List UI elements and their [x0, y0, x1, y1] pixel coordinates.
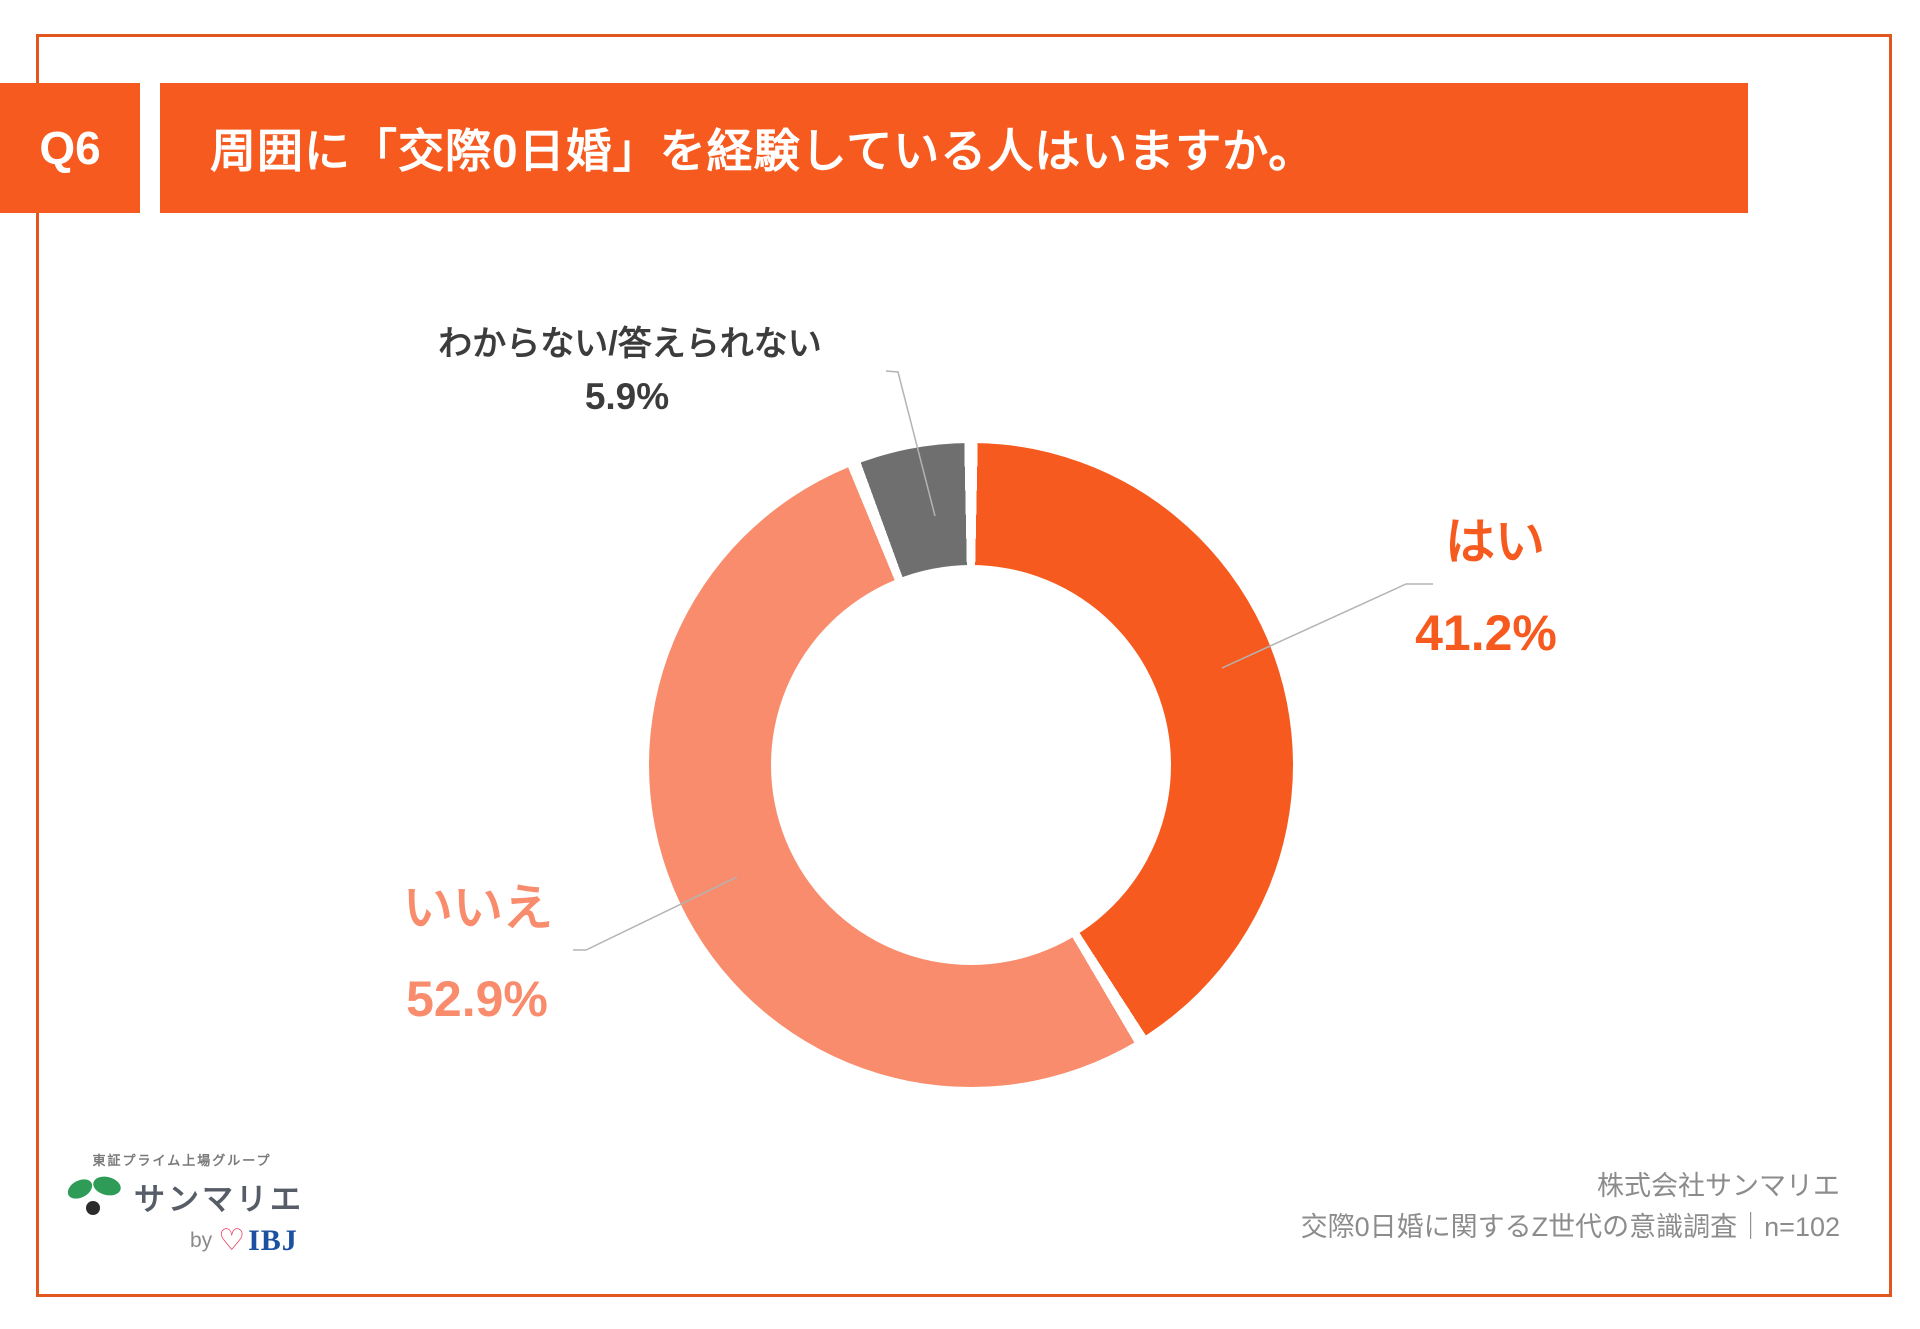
heart-icon: ♡ [218, 1224, 246, 1257]
slice-label-unknown-value: 5.9% [584, 376, 670, 417]
question-number-label: Q6 [39, 122, 101, 174]
donut-chart [649, 443, 1293, 1087]
footer-company: 株式会社サンマリエ [1597, 1171, 1840, 1201]
slice-label-no-name: いいえ [403, 880, 553, 936]
slice-label-yes-value: 41.2% [1415, 605, 1557, 661]
question-title-bar: 周囲に「交際0日婚」を経験している人はいますか。 [160, 83, 1748, 213]
leaf-logo-icon [67, 1176, 121, 1215]
slice-label-unknown-name: わからない/答えられない [438, 325, 822, 363]
logo-brand-row: サンマリエ [64, 1172, 304, 1220]
logo-by-row: by ♡ IBJ [190, 1224, 298, 1258]
logo-by-text: by [190, 1229, 213, 1252]
logo-group-caption: 東証プライム上場グループ [92, 1153, 272, 1168]
logo-brand-text: サンマリエ [134, 1181, 304, 1217]
footer-survey-title: 交際0日婚に関するZ世代の意識調査｜n=102 [1300, 1212, 1840, 1242]
logo-ibj-text: IBJ [248, 1224, 298, 1257]
slice-label-yes-name: はい [1445, 514, 1545, 570]
footer-credit: 株式会社サンマリエ 交際0日婚に関するZ世代の意識調査｜n=102 [1301, 1166, 1840, 1248]
question-title: 周囲に「交際0日婚」を経験している人はいますか。 [210, 125, 1316, 177]
donut-hole [771, 565, 1171, 965]
slice-label-no-value: 52.9% [406, 971, 548, 1027]
question-number-box: Q6 [0, 83, 140, 213]
